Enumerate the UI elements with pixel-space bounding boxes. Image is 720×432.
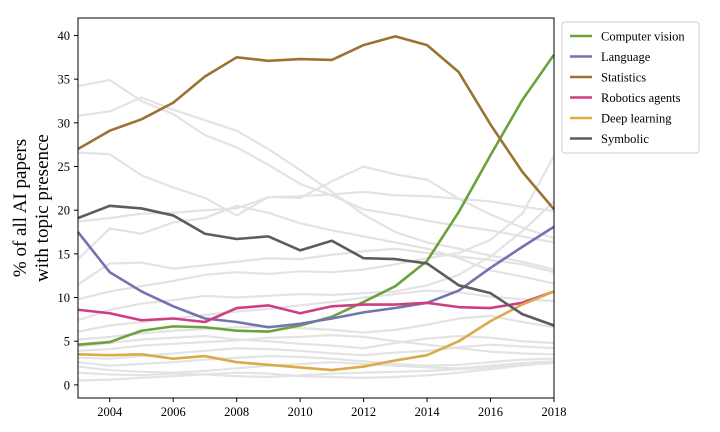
x-tick-label: 2014	[415, 405, 441, 419]
background-line-6	[77, 247, 555, 286]
series-line-robotics-agents	[77, 290, 555, 324]
y-axis: 0 5 10 15 20 25 30 35 40	[58, 29, 78, 392]
series-line-symbolic	[77, 204, 555, 327]
background-line-12	[77, 334, 555, 356]
background-line-10	[77, 314, 555, 341]
legend-label: Statistics	[601, 71, 646, 85]
background-line-1	[77, 78, 555, 244]
background-line-2	[77, 96, 555, 271]
legend-box	[561, 21, 700, 154]
y-tick-label: 5	[64, 335, 70, 349]
background-line-16	[77, 361, 555, 379]
series-line-language	[76, 225, 555, 329]
background-line-4	[77, 190, 555, 223]
background-line-14	[77, 354, 555, 367]
background-line-8	[77, 200, 555, 322]
y-tick-label: 0	[64, 378, 70, 392]
background-line-13	[77, 343, 555, 360]
y-tick-label: 35	[58, 73, 71, 87]
series-lines	[76, 35, 556, 372]
legend-label: Robotics agents	[601, 91, 681, 105]
x-tick-label: 2010	[288, 405, 313, 419]
y-axis-label: % of all AI paperswith topic presence	[10, 134, 53, 282]
legend-label: Symbolic	[601, 132, 649, 146]
background-line-11	[77, 334, 555, 350]
x-tick-label: 2016	[478, 405, 503, 419]
series-line-statistics	[77, 35, 555, 211]
x-tick-label: 2018	[542, 405, 567, 419]
y-tick-label: 25	[58, 160, 71, 174]
legend-label: Deep learning	[601, 112, 672, 126]
background-line-17	[77, 361, 555, 382]
background-line-3	[77, 151, 555, 240]
x-tick-label: 2006	[161, 405, 186, 419]
background-line-7	[77, 155, 555, 301]
background-lines	[77, 78, 555, 382]
x-tick-label: 2008	[224, 405, 249, 419]
legend-label: Language	[601, 50, 651, 64]
x-tick-label: 2012	[351, 405, 376, 419]
x-tick-label: 2004	[97, 405, 123, 419]
y-tick-label: 10	[58, 291, 71, 305]
y-tick-label: 15	[58, 247, 71, 261]
background-line-5	[77, 204, 555, 285]
series-line-deep-learning	[77, 290, 555, 372]
y-axis-label-line: with topic presence	[32, 134, 53, 282]
legend-label: Computer vision	[601, 30, 685, 44]
y-tick-label: 20	[58, 204, 71, 218]
y-tick-label: 40	[58, 29, 71, 43]
y-tick-label: 30	[58, 116, 71, 130]
background-line-15	[77, 360, 555, 374]
plot-frame	[77, 17, 555, 399]
x-axis: 2004 2006 2008 2010 2012 2014 2016 2018	[97, 398, 567, 419]
y-axis-label-line: % of all AI papers	[10, 139, 31, 277]
legend: Computer vision Language Statistics Robotic…	[561, 21, 700, 154]
